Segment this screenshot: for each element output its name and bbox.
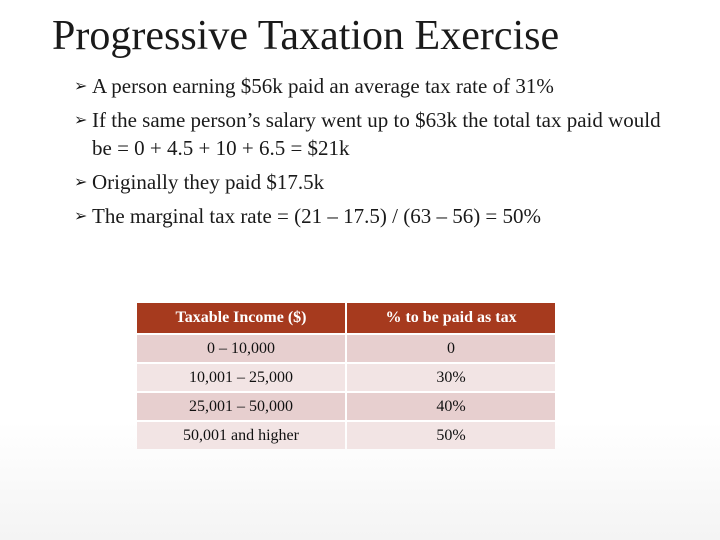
bullet-text: A person earning $56k paid an average ta… — [92, 74, 554, 98]
bullet-list: ➢ A person earning $56k paid an average … — [74, 72, 674, 236]
bullet-item: ➢ The marginal tax rate = (21 – 17.5) / … — [74, 202, 674, 230]
rate-cell: 0 — [347, 335, 555, 362]
arrow-bullet-icon: ➢ — [74, 172, 88, 191]
bullet-item: ➢ If the same person’s salary went up to… — [74, 106, 674, 162]
table-row: 10,001 – 25,000 30% — [137, 364, 555, 391]
bullet-item: ➢ Originally they paid $17.5k — [74, 168, 674, 196]
bullet-text: If the same person’s salary went up to $… — [92, 108, 661, 160]
rate-cell: 30% — [347, 364, 555, 391]
tax-bracket-table: Taxable Income ($) % to be paid as tax 0… — [135, 301, 557, 451]
income-cell: 0 – 10,000 — [137, 335, 345, 362]
arrow-bullet-icon: ➢ — [74, 206, 88, 225]
column-header-tax-rate: % to be paid as tax — [347, 303, 555, 333]
rate-cell: 40% — [347, 393, 555, 420]
bullet-text: Originally they paid $17.5k — [92, 170, 325, 194]
bullet-text: The marginal tax rate = (21 – 17.5) / (6… — [92, 204, 542, 228]
income-cell: 25,001 – 50,000 — [137, 393, 345, 420]
table-row: 50,001 and higher 50% — [137, 422, 555, 449]
rate-cell: 50% — [347, 422, 555, 449]
table-header-row: Taxable Income ($) % to be paid as tax — [137, 303, 555, 333]
income-cell: 10,001 – 25,000 — [137, 364, 345, 391]
bullet-item: ➢ A person earning $56k paid an average … — [74, 72, 674, 100]
column-header-taxable-income: Taxable Income ($) — [137, 303, 345, 333]
arrow-bullet-icon: ➢ — [74, 110, 88, 129]
table-row: 25,001 – 50,000 40% — [137, 393, 555, 420]
table-row: 0 – 10,000 0 — [137, 335, 555, 362]
slide-title: Progressive Taxation Exercise — [52, 13, 560, 59]
arrow-bullet-icon: ➢ — [74, 76, 88, 95]
income-cell: 50,001 and higher — [137, 422, 345, 449]
